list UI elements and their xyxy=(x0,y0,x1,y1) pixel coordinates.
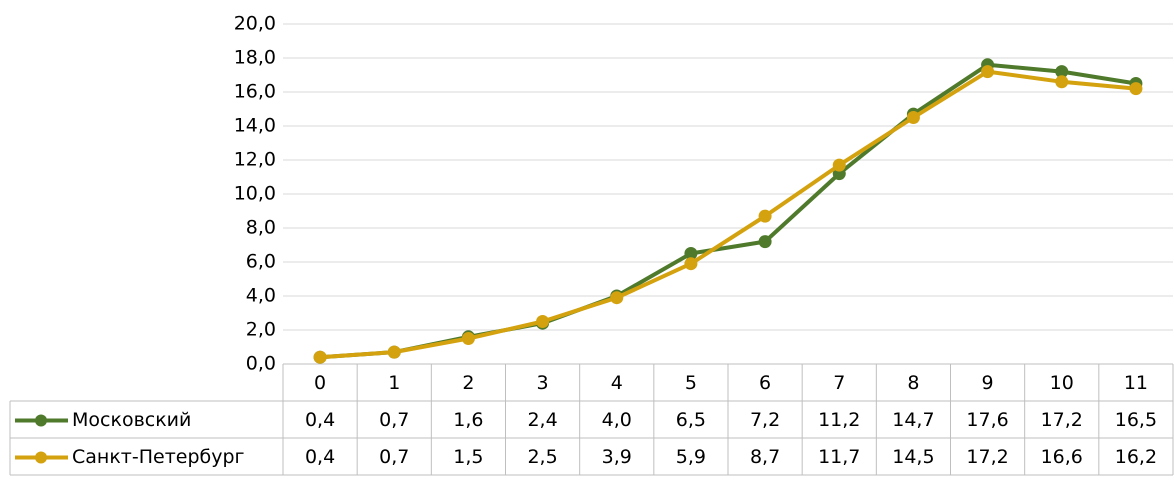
y-tick-label: 20,0 xyxy=(234,13,276,35)
legend-label: Санкт-Петербург xyxy=(72,446,245,468)
table-value: 14,5 xyxy=(892,446,934,468)
y-tick-label: 8,0 xyxy=(246,217,276,239)
x-tick-label: 9 xyxy=(982,372,994,394)
table-value: 8,7 xyxy=(750,446,780,468)
table-value: 17,2 xyxy=(1041,409,1083,431)
x-tick-label: 5 xyxy=(685,372,697,394)
y-tick-label: 0,0 xyxy=(246,353,276,375)
data-point xyxy=(1055,75,1069,89)
data-point xyxy=(832,158,846,172)
x-tick-label: 6 xyxy=(759,372,771,394)
table-value: 14,7 xyxy=(892,409,934,431)
y-tick-label: 16,0 xyxy=(234,81,276,103)
table-value: 17,2 xyxy=(966,446,1008,468)
data-point xyxy=(906,111,920,124)
series-line xyxy=(319,62,1137,360)
table-value: 2,5 xyxy=(527,446,557,468)
table-value: 11,2 xyxy=(818,409,860,431)
y-tick-label: 14,0 xyxy=(234,115,276,137)
legend-label: Московский xyxy=(72,409,191,431)
table-value: 1,5 xyxy=(453,446,483,468)
y-tick-label: 10,0 xyxy=(234,183,276,205)
table-value: 0,7 xyxy=(379,446,409,468)
table-value: 16,6 xyxy=(1041,446,1083,468)
series-line xyxy=(319,69,1137,360)
table-value: 11,7 xyxy=(818,446,860,468)
data-point xyxy=(313,350,327,364)
legend-marker xyxy=(35,451,47,464)
data-point xyxy=(758,235,772,249)
data-point xyxy=(684,247,698,260)
table-value: 0,4 xyxy=(305,409,335,431)
data-point xyxy=(1055,65,1069,79)
data-point xyxy=(387,345,401,359)
table-value: 1,6 xyxy=(453,409,483,431)
table-value: 16,5 xyxy=(1115,409,1157,431)
x-tick-label: 8 xyxy=(907,372,919,394)
data-point xyxy=(536,315,550,328)
data-point xyxy=(1129,82,1143,96)
x-tick-label: 1 xyxy=(388,372,400,394)
data-point xyxy=(758,209,772,223)
table-value: 0,7 xyxy=(379,409,409,431)
table-value: 6,5 xyxy=(676,409,706,431)
table-value: 17,6 xyxy=(966,409,1008,431)
y-tick-label: 12,0 xyxy=(234,149,276,171)
table-value: 3,9 xyxy=(602,446,632,468)
x-tick-label: 7 xyxy=(833,372,845,394)
data-point xyxy=(684,257,698,271)
table-value: 0,4 xyxy=(305,446,335,468)
y-tick-label: 4,0 xyxy=(246,285,276,307)
y-tick-label: 2,0 xyxy=(246,319,276,341)
data-point xyxy=(981,65,995,79)
legend-marker xyxy=(35,414,47,427)
x-tick-label: 0 xyxy=(314,372,326,394)
x-tick-label: 11 xyxy=(1124,372,1148,394)
table-value: 5,9 xyxy=(676,446,706,468)
data-point xyxy=(461,332,475,345)
x-tick-label: 3 xyxy=(537,372,549,394)
data-point xyxy=(610,291,624,305)
y-tick-label: 6,0 xyxy=(246,251,276,273)
table-value: 2,4 xyxy=(527,409,557,431)
table-value: 4,0 xyxy=(602,409,632,431)
x-tick-label: 10 xyxy=(1050,372,1074,394)
y-tick-label: 18,0 xyxy=(234,47,276,69)
x-tick-label: 4 xyxy=(611,372,623,394)
table-value: 7,2 xyxy=(750,409,780,431)
table-value: 16,2 xyxy=(1115,446,1157,468)
x-tick-label: 2 xyxy=(462,372,474,394)
